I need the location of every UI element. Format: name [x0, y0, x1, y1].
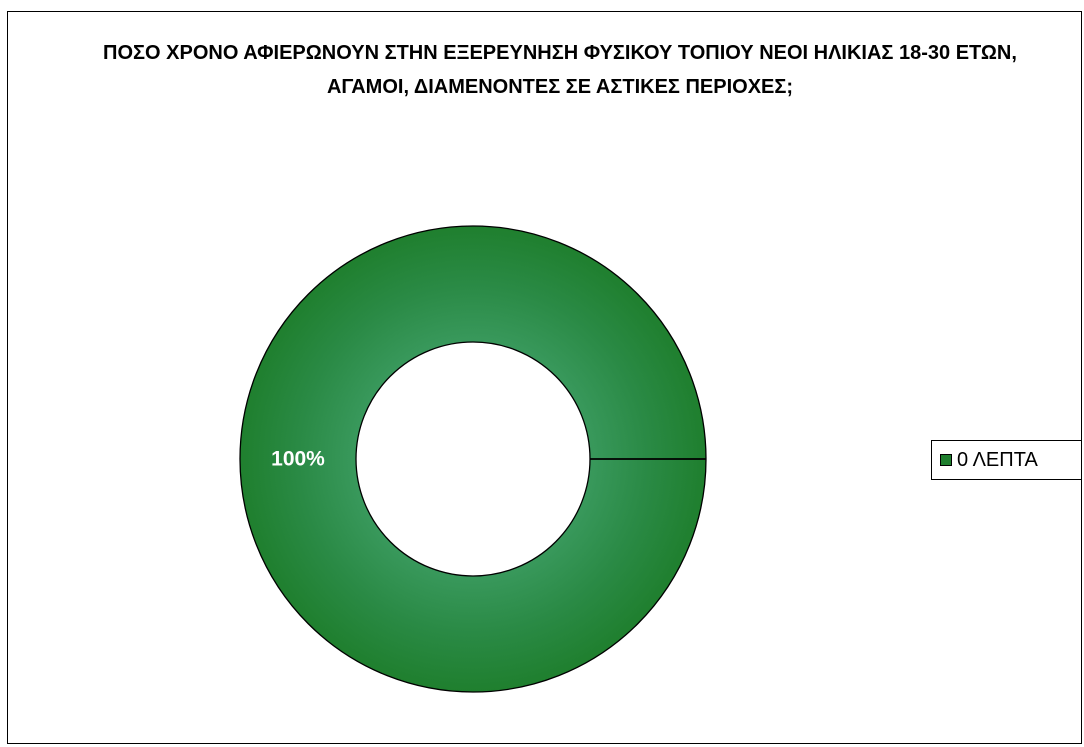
chart-frame	[7, 11, 1082, 744]
doughnut-data-labels: 100%	[271, 448, 325, 471]
data-label: 100%	[271, 448, 325, 471]
chart-title: ΠΟΣΟ ΧΡΟΝΟ ΑΦΙΕΡΩΝΟΥΝ ΣΤΗΝ ΕΞΕΡΕΥΝΗΣΗ ΦΥ…	[103, 42, 1017, 98]
doughnut-slice	[239, 225, 707, 693]
legend-label: 0 ΛΕΠΤΑ	[957, 448, 1038, 471]
doughnut-slices	[239, 225, 707, 693]
legend-swatch	[940, 454, 952, 466]
legend: 0 ΛΕΠΤΑ	[931, 440, 1082, 480]
